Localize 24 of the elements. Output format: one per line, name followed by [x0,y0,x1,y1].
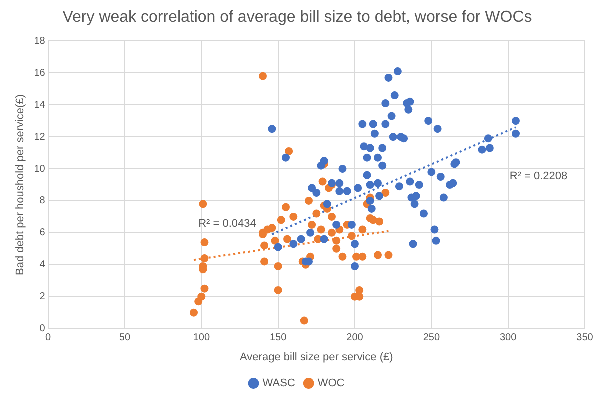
chart-title: Very weak correlation of average bill size to debt, worse for WOCs [62,9,532,26]
x-tick-label: 50 [119,332,131,344]
x-tick-label: 200 [346,332,364,344]
y-axis-title: Bad debt per houshold per service(£) [14,94,27,276]
y-tick-label: 8 [40,196,46,207]
legend-label: WOC [318,378,345,390]
x-tick-label: 100 [193,332,210,344]
y-tick-label: 4 [40,260,46,271]
y-tick-label: 18 [34,36,46,47]
x-tick-label: 350 [576,332,594,344]
x-tick-label: 150 [270,332,288,344]
x-axis-title: Average bill size per service (£) [240,351,394,364]
y-tick-label: 12 [34,132,46,143]
y-tick-label: 14 [34,100,46,111]
x-tick-label: 250 [423,332,440,344]
y-tick-label: 6 [40,228,46,239]
legend-label: WASC [262,378,296,390]
y-tick-label: 0 [40,324,46,335]
y-tick-label: 10 [34,164,46,175]
y-tick-label: 16 [34,68,46,79]
x-tick-label: 300 [500,332,518,344]
annotation: R² = 0.2208 [510,170,568,182]
y-tick-label: 2 [40,292,46,303]
annotation: R² = 0.0434 [198,218,256,230]
